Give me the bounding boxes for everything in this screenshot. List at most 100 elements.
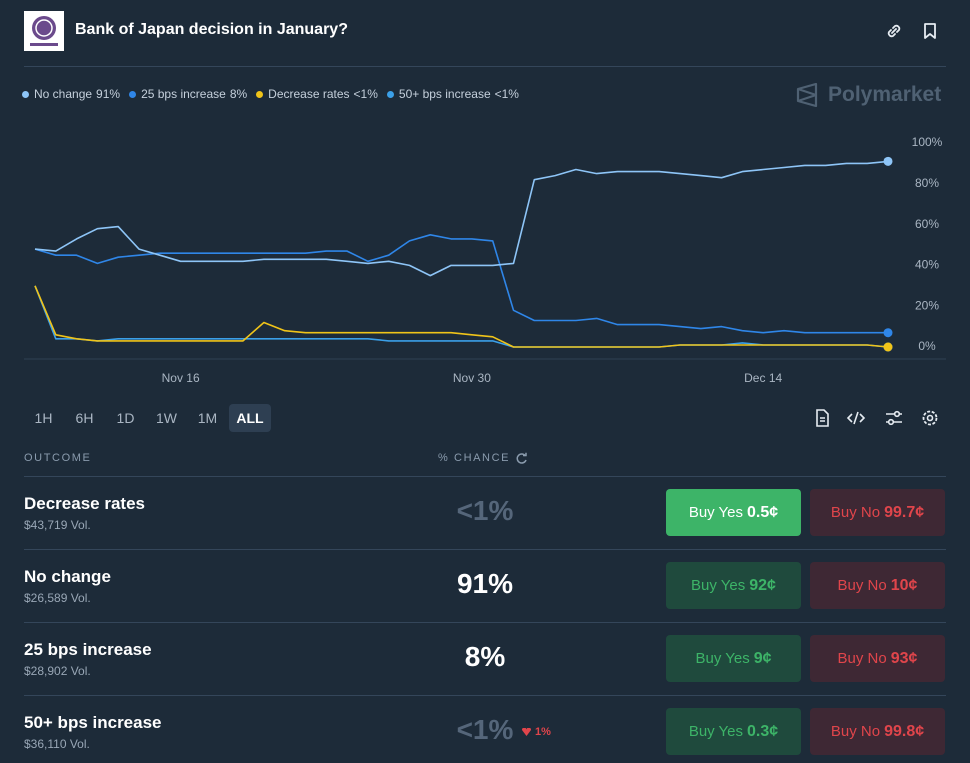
x-tick-label: Nov 30 — [453, 371, 491, 385]
end-point — [883, 328, 893, 338]
buy-no-label: Buy No — [837, 650, 887, 667]
brand-icon — [796, 83, 818, 107]
outcome-chance: 91% — [456, 568, 514, 599]
time-range-button[interactable]: 1W — [156, 410, 177, 426]
settings-sliders-icon[interactable] — [886, 410, 902, 426]
buy-yes-label: Buy Yes — [688, 723, 744, 740]
embed-icon[interactable] — [846, 411, 866, 425]
time-range-button[interactable]: 1M — [197, 410, 218, 426]
legend-swatch — [129, 90, 137, 98]
no-price: 93¢ — [890, 649, 918, 667]
outcome-row: Decrease rates $43,719 Vol. <1% Buy Yes 0.5¢… — [24, 476, 946, 549]
doc-icon[interactable] — [816, 409, 829, 427]
time-range-button[interactable]: ALL — [229, 404, 271, 432]
divider — [24, 66, 946, 67]
chart: 0% 20% 40% 60% 80% 100% Nov 16 Nov 30 Dec 14 — [24, 135, 946, 385]
outcome-volume: $43,719 Vol. — [24, 518, 91, 532]
series-line — [34, 234, 888, 334]
legend-item: 25 bps increase 8% — [129, 87, 247, 101]
x-tick-label: Dec 14 — [744, 371, 782, 385]
refresh-icon[interactable] — [515, 452, 528, 465]
buy-no-button[interactable]: Buy No 99.7¢ — [810, 489, 945, 536]
yes-price: 0.5¢ — [747, 503, 779, 521]
chart-tools — [816, 409, 938, 427]
legend-value: 91% — [96, 87, 121, 101]
yes-price: 9¢ — [753, 649, 772, 667]
legend-label: 25 bps increase — [141, 87, 226, 101]
market-logo — [24, 11, 64, 51]
outcome-row: 50+ bps increase $36,110 Vol. <1% 1% Buy Yes… — [24, 695, 946, 763]
buy-yes-button[interactable]: Buy Yes 0.3¢ — [666, 708, 801, 755]
y-tick-label: 80% — [915, 176, 939, 190]
no-price: 99.7¢ — [884, 503, 925, 521]
gear-icon[interactable] — [922, 410, 938, 426]
series-line — [34, 160, 889, 277]
outcome-volume: $26,589 Vol. — [24, 591, 91, 605]
y-tick-label: 60% — [915, 217, 939, 231]
time-range-selector: 1H 6H 1D 1W 1M ALL — [24, 404, 271, 432]
brand: Polymarket — [828, 83, 942, 106]
column-header: % CHANCE — [438, 452, 511, 464]
column-header: OUTCOME — [24, 452, 92, 464]
change-value: 1% — [535, 726, 551, 738]
outcome-name: Decrease rates — [24, 494, 145, 513]
outcome-volume: $28,902 Vol. — [24, 664, 91, 678]
y-tick-label: 0% — [918, 339, 936, 353]
time-range-button[interactable]: 1H — [34, 410, 53, 426]
down-icon — [522, 728, 531, 736]
legend-label: 50+ bps increase — [398, 87, 491, 101]
outcome-chance: 8% — [464, 641, 506, 672]
buy-no-button[interactable]: Buy No 99.8¢ — [810, 708, 945, 755]
chance-change: 1% — [522, 726, 551, 738]
end-point — [883, 342, 893, 352]
y-tick-label: 40% — [915, 258, 939, 272]
buy-yes-label: Buy Yes — [695, 650, 750, 667]
legend-item: No change 91% — [22, 87, 120, 101]
no-price: 10¢ — [890, 576, 918, 594]
buy-no-label: Buy No — [830, 504, 881, 521]
bookmark-icon[interactable] — [920, 21, 940, 41]
buy-yes-button[interactable]: Buy Yes 92¢ — [666, 562, 801, 609]
buy-no-button[interactable]: Buy No 10¢ — [810, 562, 945, 609]
outcome-row: No change $26,589 Vol. 91% Buy Yes 92¢ Buy No… — [24, 549, 946, 622]
outcome-name: 50+ bps increase — [24, 713, 162, 732]
buy-yes-button[interactable]: Buy Yes 9¢ — [666, 635, 801, 682]
buy-yes-label: Buy Yes — [688, 504, 744, 521]
time-range-button[interactable]: 6H — [75, 410, 94, 426]
outcome-volume: $36,110 Vol. — [24, 737, 90, 751]
outcome-chance: <1% — [456, 714, 514, 745]
link-icon[interactable] — [884, 21, 904, 41]
legend: No change 91% 25 bps increase 8% Decrease ra… — [22, 87, 519, 101]
outcome-name: 25 bps increase — [24, 640, 152, 659]
down-shape — [522, 728, 531, 736]
yes-price: 0.3¢ — [747, 722, 779, 740]
end-point — [883, 156, 893, 166]
buy-no-label: Buy No — [830, 723, 881, 740]
buy-yes-label: Buy Yes — [691, 577, 746, 594]
legend-swatch — [22, 90, 29, 98]
y-tick-label: 20% — [915, 298, 939, 312]
legend-value: 8% — [229, 87, 248, 101]
series-line — [34, 285, 889, 348]
buy-yes-button[interactable]: Buy Yes 0.5¢ — [666, 489, 801, 536]
buy-no-label: Buy No — [837, 577, 887, 594]
x-tick-label: Nov 16 — [162, 371, 200, 385]
legend-label: No change — [34, 87, 93, 101]
legend-label: Decrease rates — [268, 87, 350, 101]
no-price: 99.8¢ — [884, 722, 925, 740]
outcome-row: 25 bps increase $28,902 Vol. 8% Buy Yes 9¢ Bu… — [24, 622, 946, 695]
legend-item: 50+ bps increase <1% — [386, 87, 519, 101]
legend-swatch — [256, 90, 264, 98]
market-title: Bank of Japan decision in January? — [75, 21, 348, 38]
outcome-name: No change — [24, 567, 111, 586]
legend-item: Decrease rates <1% — [256, 87, 378, 101]
legend-value: <1% — [494, 87, 519, 101]
buy-no-button[interactable]: Buy No 93¢ — [810, 635, 945, 682]
yes-price: 92¢ — [749, 576, 776, 594]
time-range-button[interactable]: 1D — [116, 410, 135, 426]
legend-swatch — [386, 90, 394, 98]
series-line — [34, 285, 889, 348]
outcome-chance: <1% — [456, 495, 514, 526]
y-tick-label: 100% — [912, 135, 943, 149]
